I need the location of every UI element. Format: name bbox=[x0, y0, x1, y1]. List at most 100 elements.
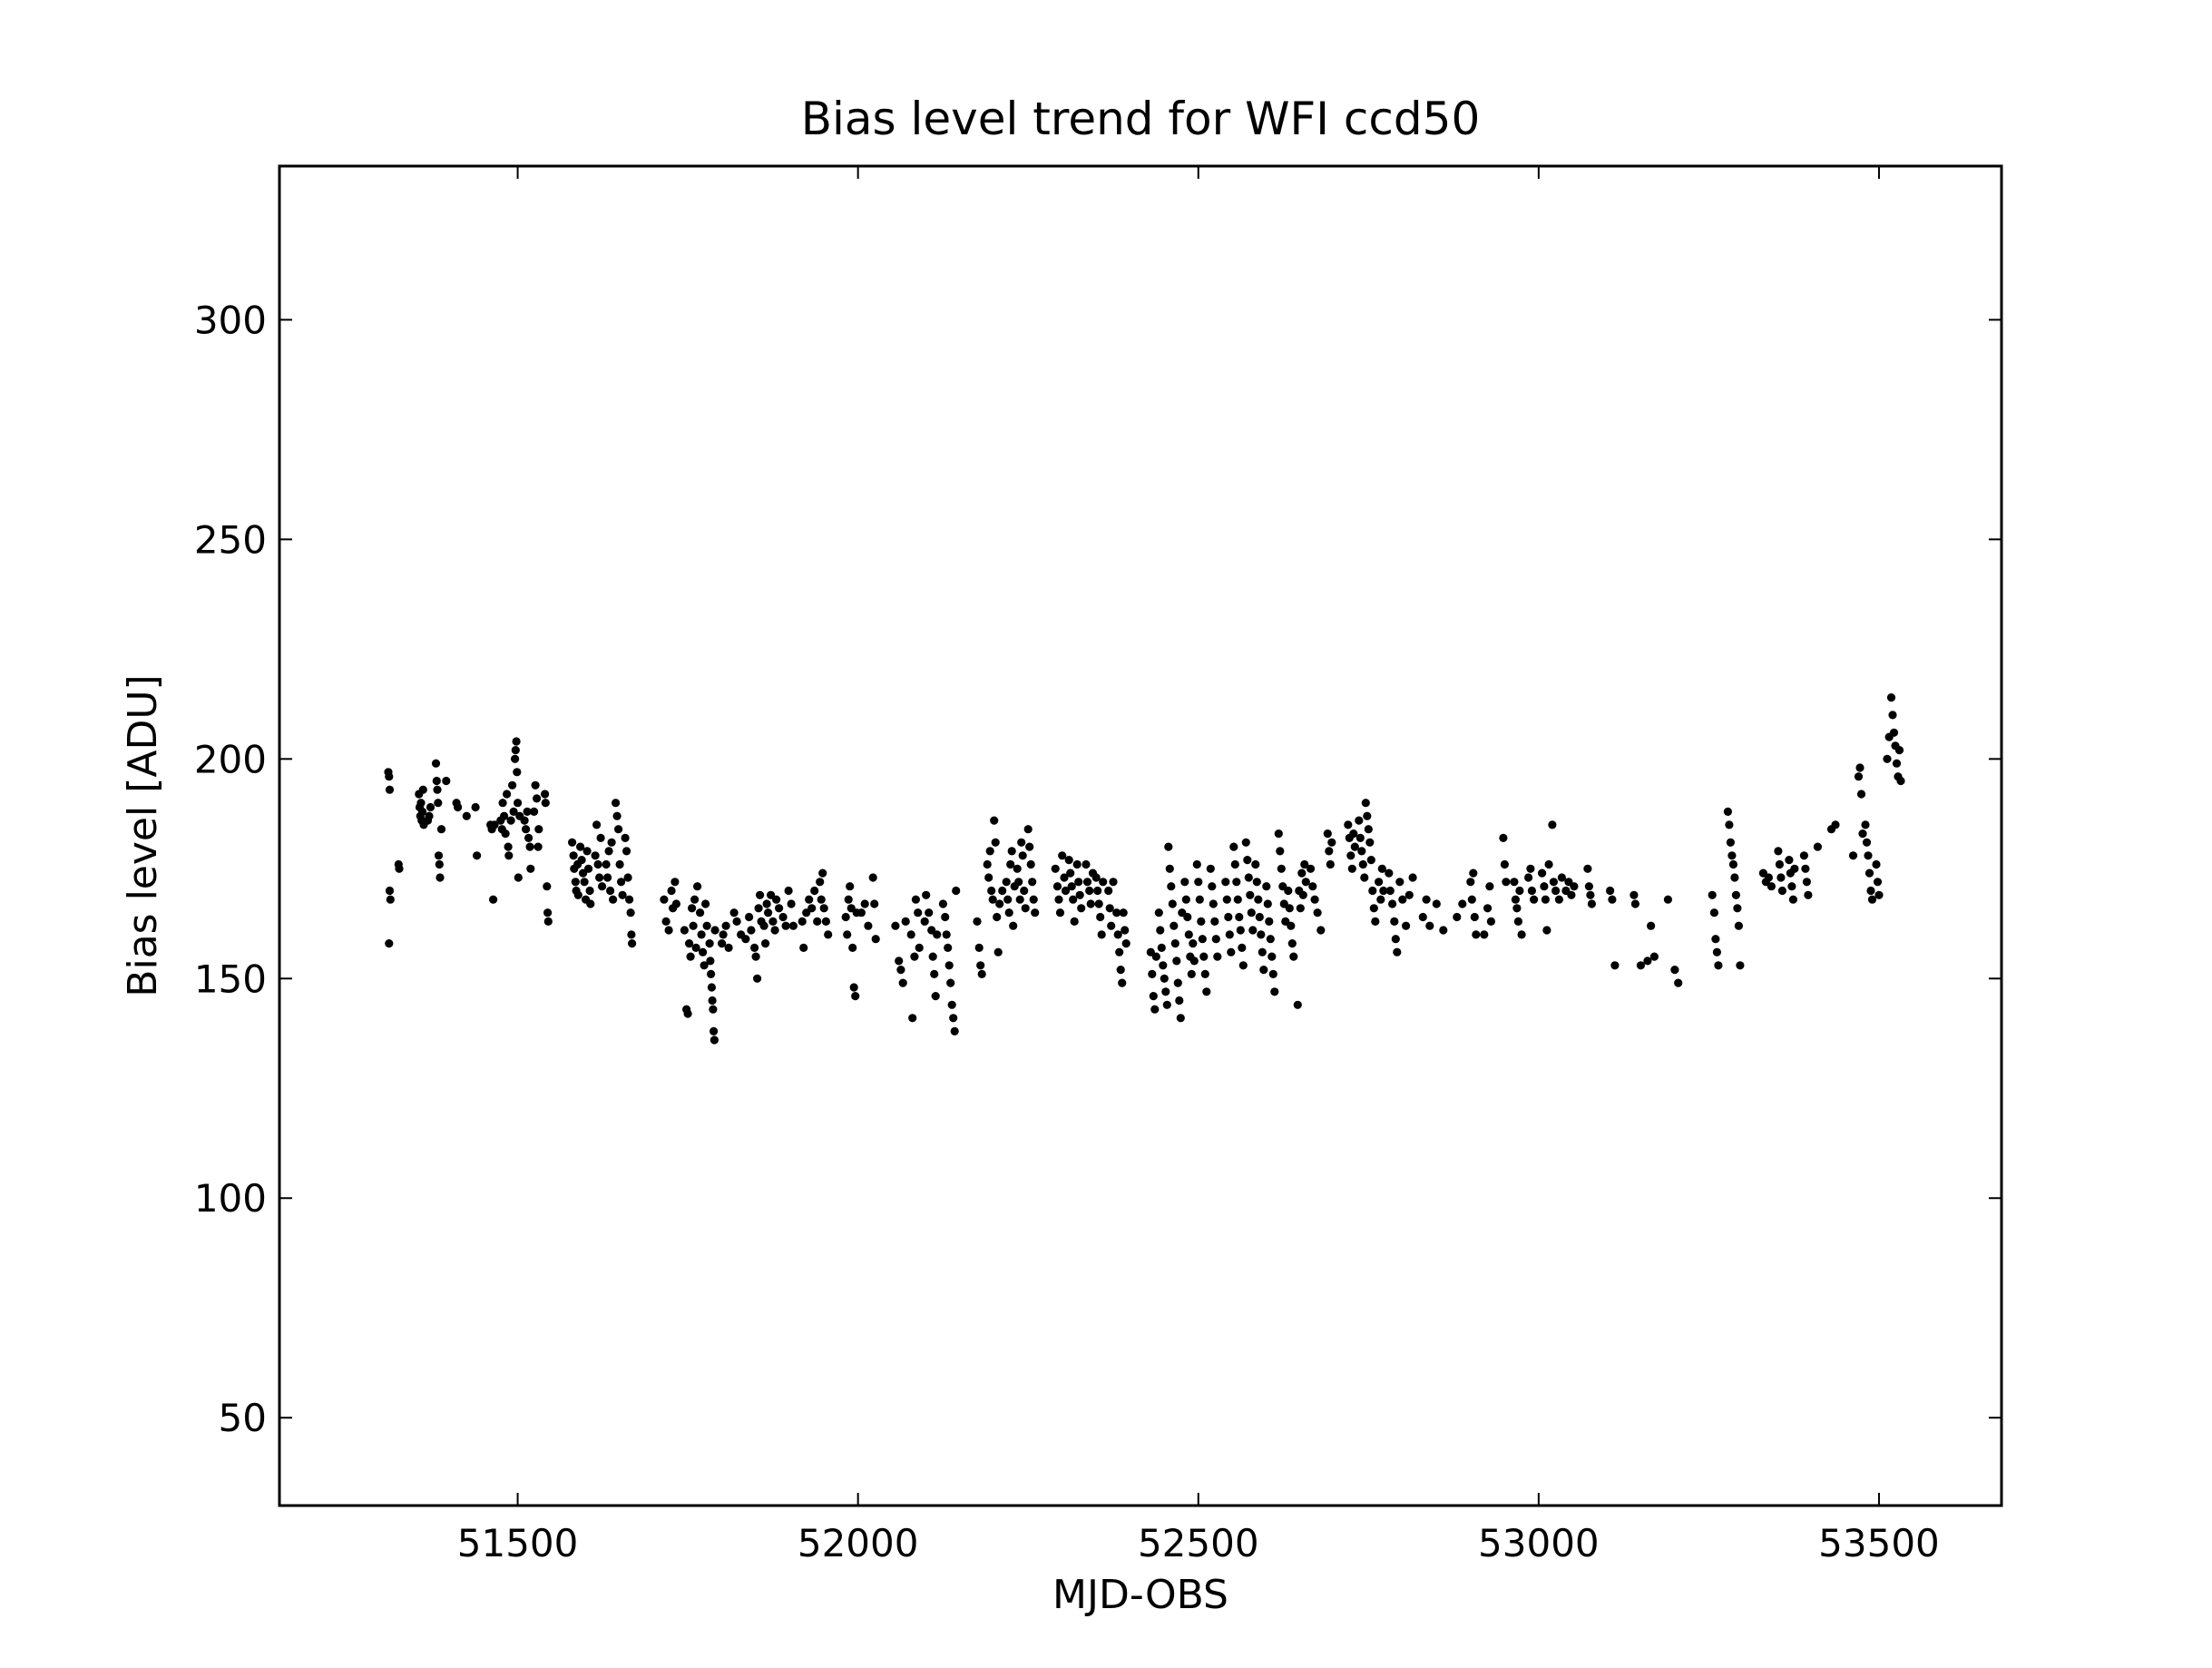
data-point bbox=[891, 921, 900, 930]
data-point bbox=[436, 825, 446, 834]
data-point bbox=[541, 799, 550, 808]
data-point bbox=[524, 833, 533, 843]
plot-frame bbox=[278, 164, 2003, 1507]
data-point bbox=[754, 904, 763, 913]
data-point bbox=[1854, 772, 1864, 781]
data-point bbox=[1540, 882, 1549, 891]
data-point bbox=[977, 969, 986, 978]
data-point bbox=[1472, 930, 1481, 939]
data-point bbox=[1326, 859, 1335, 869]
data-point bbox=[1252, 878, 1261, 887]
data-point bbox=[1630, 890, 1639, 899]
data-point bbox=[1251, 859, 1260, 869]
data-point bbox=[615, 859, 624, 869]
data-point bbox=[1289, 952, 1298, 961]
data-point bbox=[1119, 908, 1128, 917]
data-point bbox=[1055, 908, 1065, 917]
data-point bbox=[1485, 882, 1494, 891]
data-point bbox=[1385, 868, 1394, 878]
data-point bbox=[1855, 763, 1865, 772]
data-point bbox=[846, 882, 855, 891]
data-point bbox=[1357, 847, 1366, 856]
data-point bbox=[617, 878, 626, 887]
data-point bbox=[1467, 895, 1476, 904]
data-point bbox=[1093, 886, 1102, 896]
data-point bbox=[688, 904, 697, 913]
data-point bbox=[1408, 873, 1417, 882]
data-point bbox=[576, 842, 585, 851]
data-point bbox=[385, 785, 395, 794]
data-point bbox=[577, 856, 586, 865]
data-point bbox=[710, 1035, 719, 1045]
data-point bbox=[1643, 957, 1652, 966]
data-point bbox=[1358, 859, 1367, 869]
data-point bbox=[612, 811, 622, 820]
data-point bbox=[1072, 859, 1082, 869]
data-point bbox=[543, 908, 553, 917]
x-tick-label: 52000 bbox=[798, 1521, 919, 1565]
data-point bbox=[569, 851, 578, 860]
data-point bbox=[931, 992, 940, 1001]
data-point bbox=[506, 816, 515, 825]
data-point bbox=[1058, 851, 1067, 860]
data-point bbox=[1499, 833, 1508, 843]
data-point bbox=[1469, 868, 1478, 878]
data-point bbox=[627, 930, 636, 939]
data-point bbox=[691, 943, 700, 952]
data-point bbox=[500, 811, 509, 820]
data-point bbox=[1236, 926, 1245, 935]
data-point bbox=[1549, 878, 1558, 887]
data-point bbox=[1085, 886, 1094, 896]
data-point bbox=[841, 912, 850, 922]
data-point bbox=[1726, 838, 1735, 847]
data-point bbox=[1189, 939, 1198, 948]
data-point bbox=[1325, 847, 1334, 856]
data-point bbox=[1235, 912, 1244, 922]
data-point bbox=[1259, 966, 1268, 975]
data-point bbox=[1293, 1000, 1302, 1009]
data-point bbox=[1277, 864, 1286, 873]
data-point bbox=[1017, 838, 1026, 847]
data-point bbox=[580, 878, 589, 887]
data-point bbox=[660, 895, 669, 904]
data-point bbox=[1105, 904, 1114, 913]
data-point bbox=[946, 978, 955, 987]
data-point bbox=[1371, 917, 1380, 927]
data-point bbox=[988, 895, 997, 904]
data-point bbox=[1004, 908, 1013, 917]
data-point bbox=[531, 780, 540, 790]
data-point bbox=[741, 935, 750, 944]
data-point bbox=[432, 776, 441, 786]
data-point bbox=[1377, 864, 1386, 873]
data-point bbox=[541, 790, 550, 799]
data-point bbox=[1192, 859, 1201, 869]
data-point bbox=[1873, 878, 1883, 887]
data-point bbox=[1297, 868, 1307, 878]
data-point bbox=[772, 895, 781, 904]
data-point bbox=[664, 926, 673, 935]
data-point bbox=[1266, 935, 1275, 944]
data-point bbox=[1002, 878, 1011, 887]
data-point bbox=[436, 873, 445, 882]
data-point bbox=[762, 899, 771, 908]
data-point bbox=[471, 802, 480, 812]
data-point bbox=[1872, 859, 1881, 869]
data-point bbox=[1003, 895, 1013, 904]
data-point bbox=[1606, 886, 1615, 896]
data-point bbox=[1285, 904, 1294, 913]
data-point bbox=[930, 969, 939, 978]
data-point bbox=[1112, 908, 1121, 917]
data-point bbox=[700, 961, 709, 970]
data-point bbox=[431, 759, 441, 768]
data-point bbox=[1422, 895, 1431, 904]
data-point bbox=[759, 921, 768, 930]
data-point bbox=[511, 746, 520, 755]
data-point bbox=[1402, 921, 1411, 930]
data-point bbox=[821, 917, 831, 927]
data-point bbox=[1170, 921, 1179, 930]
data-point bbox=[1287, 921, 1296, 930]
data-point bbox=[425, 811, 434, 820]
data-point bbox=[606, 886, 615, 896]
data-point bbox=[1366, 856, 1375, 865]
y-tick-label: 300 bbox=[194, 298, 267, 342]
